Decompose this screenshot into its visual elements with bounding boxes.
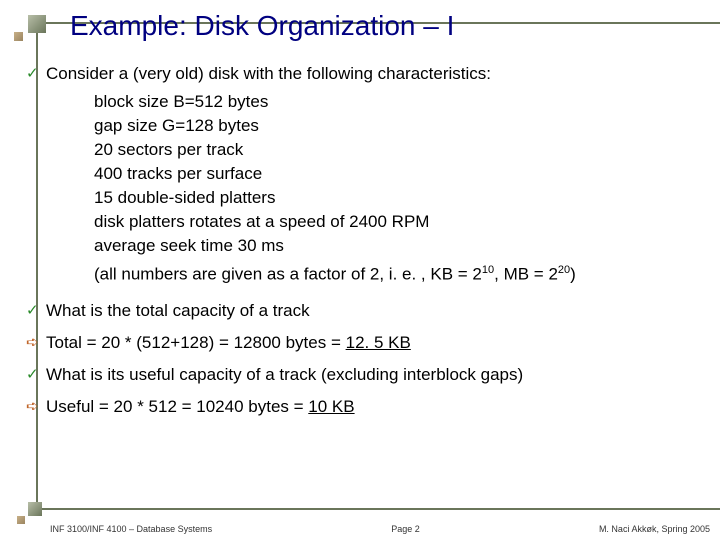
bullet-text: Consider a (very old) disk with the foll… [46, 62, 704, 86]
sub-item: block size B=512 bytes [24, 90, 704, 114]
bullet-text: What is the total capacity of a track [46, 299, 704, 323]
arrow-icon: ➪ [24, 331, 46, 355]
sub-item: gap size G=128 bytes [24, 114, 704, 138]
sub-item: average seek time 30 ms [24, 234, 704, 258]
footer-left: INF 3100/INF 4100 – Database Systems [50, 524, 212, 534]
bullet-5: ➪ Useful = 20 * 512 = 10240 bytes = 10 K… [24, 395, 704, 419]
slide-content: ✓ Consider a (very old) disk with the fo… [24, 62, 704, 423]
check-icon: ✓ [24, 62, 46, 86]
bullet-text: Total = 20 * (512+128) = 12800 bytes = 1… [46, 331, 704, 355]
sub-item: (all numbers are given as a factor of 2,… [24, 258, 704, 287]
bullet-3: ➪ Total = 20 * (512+128) = 12800 bytes =… [24, 331, 704, 355]
footer-right: M. Naci Akkøk, Spring 2005 [599, 524, 710, 534]
bullet-text: Useful = 20 * 512 = 10240 bytes = 10 KB [46, 395, 704, 419]
bullet-1: ✓ Consider a (very old) disk with the fo… [24, 62, 704, 86]
bullet-2: ✓ What is the total capacity of a track [24, 299, 704, 323]
footer-center: Page 2 [391, 524, 420, 534]
arrow-icon: ➪ [24, 395, 46, 419]
sub-item: 400 tracks per surface [24, 162, 704, 186]
sub-item: 20 sectors per track [24, 138, 704, 162]
sub-item: disk platters rotates at a speed of 2400… [24, 210, 704, 234]
footer: INF 3100/INF 4100 – Database Systems Pag… [50, 524, 710, 534]
corner-decoration-bottom [0, 498, 60, 518]
sub-item: 15 double-sided platters [24, 186, 704, 210]
check-icon: ✓ [24, 299, 46, 323]
check-icon: ✓ [24, 363, 46, 387]
bullet-4: ✓ What is its useful capacity of a track… [24, 363, 704, 387]
corner-decoration-top [0, 0, 60, 60]
slide-title: Example: Disk Organization – I [70, 10, 454, 42]
bullet-text: What is its useful capacity of a track (… [46, 363, 704, 387]
